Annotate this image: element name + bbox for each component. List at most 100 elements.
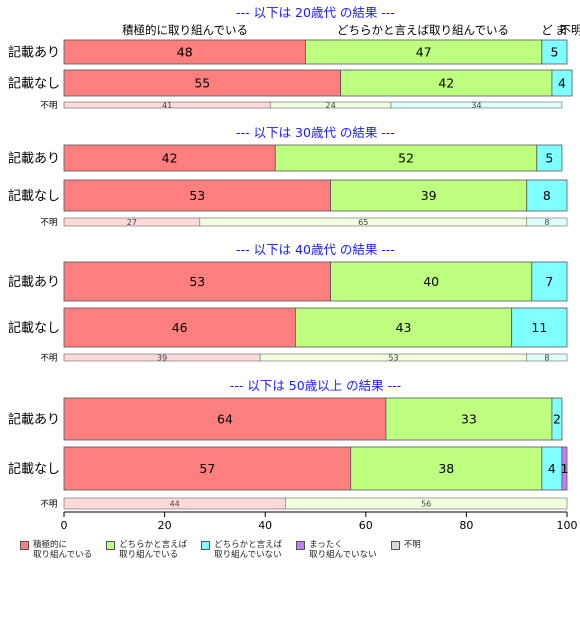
data-label: 39 [421,188,437,203]
x-tick-label: 0 [61,519,68,532]
row-label: 記載あり [8,151,60,167]
unknown-data-label: 41 [162,101,172,110]
header-label: ど [541,23,553,37]
header-label: 不明 [560,23,580,37]
legend-label: どちらかと言えば 取り組んでいない [214,540,283,560]
unknown-segment [526,353,568,362]
bar-segment [541,39,568,65]
legend-item: 積極的に 取り組んでいる [20,540,92,560]
data-label: 55 [194,76,210,91]
bar-segment [63,144,276,172]
legend-label: 不明 [403,540,421,550]
unknown-data-label: 24 [325,101,335,110]
unknown-segment [390,101,563,109]
bar-segment [511,307,568,348]
group-title: --- 以下は 30歳代 の結果 --- [236,125,395,140]
group-title: --- 以下は 50歳以上 の結果 --- [230,378,401,393]
unknown-segment [285,497,568,510]
unknown-segment [526,217,568,227]
legend-label: まったく 取り組んでいない [309,540,377,560]
bar-segment [350,446,543,491]
legend-label: どちらかと言えば 取り組んでいる [119,540,188,560]
bar-segment [330,179,528,212]
data-label: 42 [438,76,454,91]
legend: 積極的に 取り組んでいる どちらかと言えば 取り組んでいる どちらかと言えば 取り組… [20,540,421,560]
unknown-data-label: 56 [421,500,431,509]
data-label: 40 [423,274,439,289]
bar-segment [63,69,342,97]
data-label: 47 [416,45,432,60]
unknown-data-label: 8 [544,218,549,227]
bar-segment [561,446,568,491]
header-label: ま [555,23,567,37]
bar-segment [531,261,568,302]
group-title: --- 以下は 40歳代 の結果 --- [236,242,395,257]
group-title: --- 以下は 20歳代 の結果 --- [236,5,395,20]
data-label: 57 [199,461,215,476]
x-tick-label: 100 [557,519,578,532]
legend-swatch [390,541,400,550]
data-label: 33 [461,412,477,427]
bar-segment [274,144,538,172]
x-tick-label: 20 [158,519,172,532]
data-label: 48 [177,45,193,60]
data-label: 4 [558,76,566,91]
data-label: 43 [396,320,412,335]
data-label: 7 [545,274,553,289]
data-label: 53 [189,188,205,203]
x-tick-label: 40 [258,519,272,532]
row-label: 記載なし [8,461,60,477]
data-label: 8 [543,188,551,203]
unknown-data-label: 27 [127,218,137,227]
bar-segment [330,261,533,302]
data-label: 53 [189,274,205,289]
row-label: 記載なし [8,320,60,336]
data-label: 5 [545,151,553,166]
data-label: 1 [561,461,569,476]
bar-segment [63,446,352,491]
bar-segment [305,39,543,65]
legend-item: どちらかと言えば 取り組んでいる [106,540,187,560]
header-label: 積極的に取り組んでいる [122,23,248,37]
data-label: 5 [550,45,558,60]
legend-swatch [106,541,116,550]
data-label: 38 [438,461,454,476]
unknown-label: 不明 [40,101,57,111]
unknown-data-label: 44 [170,500,180,509]
x-tick-label: 80 [459,519,473,532]
bar-segment [63,261,331,302]
row-label: 記載なし [8,188,60,204]
bar-segment [526,179,568,212]
legend-item: 不明 [390,540,421,560]
legend-label: 積極的に 取り組んでいる [33,540,93,560]
bar-segment [294,307,513,348]
bar-segment [551,397,563,441]
x-tick-label: 60 [359,519,373,532]
row-label: 記載なし [8,76,60,92]
legend-swatch [20,541,29,550]
legend-swatch [296,541,306,550]
legend-swatch [201,541,211,550]
unknown-data-label: 65 [358,218,368,227]
unknown-data-label: 53 [388,354,398,363]
unknown-label: 不明 [40,500,57,510]
unknown-label: 不明 [40,354,57,364]
bar-segment [63,307,296,348]
bar-segment [551,69,573,97]
data-label: 46 [172,320,188,335]
data-label: 64 [217,412,233,427]
bar-segment [385,397,553,441]
row-label: 記載あり [8,45,60,61]
data-label: 2 [553,412,561,427]
unknown-data-label: 8 [544,354,549,363]
data-label: 4 [548,461,556,476]
data-label: 52 [398,151,414,166]
unknown-data-label: 39 [157,354,167,363]
data-label: 11 [531,320,547,335]
bar-segment [340,69,553,97]
unknown-label: 不明 [40,218,57,228]
legend-item: まったく 取り組んでいない [296,540,377,560]
unknown-data-label: 34 [471,101,481,110]
row-label: 記載あり [8,274,60,290]
